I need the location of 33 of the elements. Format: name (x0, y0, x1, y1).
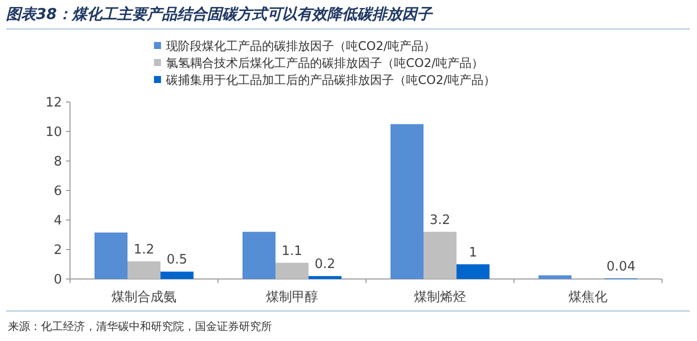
y-tick-label: 2 (54, 243, 62, 258)
bar (242, 232, 276, 279)
data-label: 1 (468, 245, 478, 260)
bar (308, 276, 342, 279)
legend-label: 现阶段煤化工产品的碳排放因子（吨CO2/吨产品） (166, 39, 436, 53)
title: 图表38：煤化工主要产品结合固碳方式可以有效降低碳排放因子 (6, 5, 432, 23)
source-note: 来源：化工经济，清华碳中和研究院，国金证券研究所 (8, 320, 272, 333)
bar (160, 272, 194, 279)
y-tick-label: 8 (54, 154, 62, 170)
data-label: 0.04 (606, 259, 636, 274)
bar (424, 232, 456, 279)
data-label: 1.2 (134, 242, 154, 258)
x-tick-label: 煤制甲醇 (266, 290, 318, 305)
bar (276, 262, 308, 279)
x-tick-label: 煤制烯烃 (414, 290, 466, 305)
y-tick-label: 4 (54, 214, 62, 228)
legend-label: 碳捕集用于化工品加工后的产品碳排放因子（吨CO2/吨产品） (165, 73, 496, 87)
x-tick-label: 煤制合成氨 (112, 290, 176, 305)
legend-label: 氯氢耦合技术后煤化工产品的碳排放因子（吨CO2/吨产品） (166, 56, 484, 70)
x-tick-label: 煤焦化 (568, 290, 608, 305)
y-tick-label: 12 (45, 96, 62, 110)
data-label: 3.2 (430, 212, 450, 228)
bar (538, 275, 572, 279)
bar (94, 232, 128, 279)
data-label: 0.5 (166, 252, 188, 268)
y-tick-label: 0 (54, 272, 62, 288)
bar (128, 261, 160, 279)
y-tick-label: 6 (54, 184, 62, 199)
y-tick-label: 10 (45, 125, 62, 140)
data-label: 1.1 (282, 244, 302, 259)
data-label: 0.2 (314, 257, 336, 272)
bar (456, 264, 490, 279)
bar (390, 124, 424, 279)
